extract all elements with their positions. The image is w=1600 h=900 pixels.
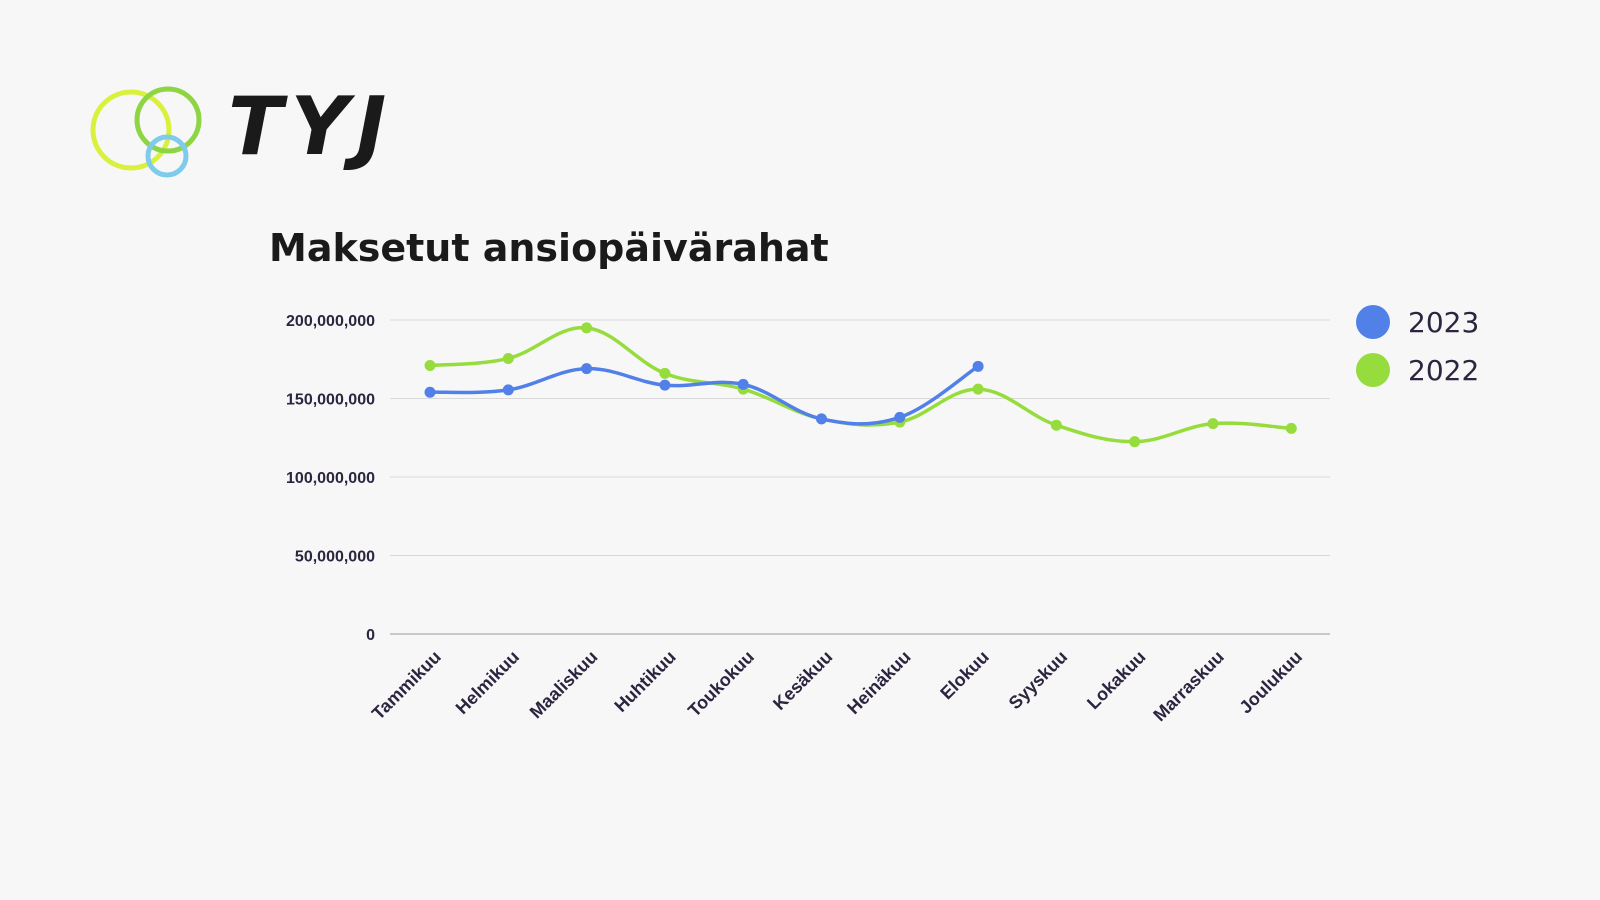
- data-point-2023: [972, 360, 984, 372]
- x-tick-label: Lokakuu: [1083, 647, 1149, 713]
- brand-logo: TYJ: [86, 80, 406, 186]
- data-point-2022: [972, 383, 984, 395]
- x-tick-label: Maaliskuu: [526, 647, 602, 723]
- y-tick-label: 0: [366, 627, 375, 644]
- rings-logo-icon: [90, 86, 202, 178]
- data-point-2022: [424, 360, 436, 372]
- y-tick-label: 50,000,000: [295, 549, 375, 566]
- data-point-2023: [581, 363, 593, 375]
- x-tick-label: Helmikuu: [452, 647, 523, 718]
- data-point-2022: [502, 352, 514, 364]
- legend-item-2023: 2023: [1356, 298, 1479, 346]
- legend-swatch: [1356, 305, 1390, 339]
- chart-title: Maksetut ansiopäivärahat: [269, 226, 829, 270]
- data-point-2022: [581, 322, 593, 334]
- y-tick-label: 100,000,000: [286, 470, 375, 487]
- data-point-2023: [424, 386, 436, 398]
- data-point-2023: [659, 379, 671, 391]
- legend-item-2022: 2022: [1356, 346, 1479, 394]
- x-tick-label: Joulukuu: [1235, 647, 1306, 718]
- x-tick-label: Elokuu: [936, 647, 993, 704]
- legend-label: 2023: [1408, 305, 1480, 339]
- logo-text: TYJ: [228, 80, 395, 173]
- data-point-2023: [894, 411, 906, 423]
- data-point-2023: [502, 384, 514, 396]
- x-tick-label: Heinäkuu: [843, 647, 914, 718]
- x-tick-label: Huhtikuu: [610, 647, 679, 716]
- legend-swatch: [1356, 353, 1390, 387]
- data-point-2022: [1285, 422, 1297, 434]
- data-point-2022: [1050, 419, 1062, 431]
- x-tick-label: Marraskuu: [1149, 647, 1228, 726]
- x-tick-label: Tammikuu: [368, 647, 445, 724]
- series-line-2023: [428, 364, 980, 426]
- data-point-2022: [1129, 436, 1141, 448]
- legend-label: 2022: [1408, 353, 1480, 387]
- x-tick-label: Syyskuu: [1005, 647, 1072, 714]
- y-tick-label: 200,000,000: [286, 313, 375, 330]
- data-point-2023: [816, 413, 827, 425]
- data-point-2022: [659, 367, 671, 379]
- x-tick-label: Kesäkuu: [769, 647, 836, 714]
- y-tick-label: 150,000,000: [286, 392, 375, 409]
- x-tick-label: Toukokuu: [684, 647, 758, 721]
- data-point-2023: [737, 378, 749, 390]
- chart-legend: 2023 2022: [1356, 298, 1479, 394]
- data-point-2022: [1207, 418, 1219, 430]
